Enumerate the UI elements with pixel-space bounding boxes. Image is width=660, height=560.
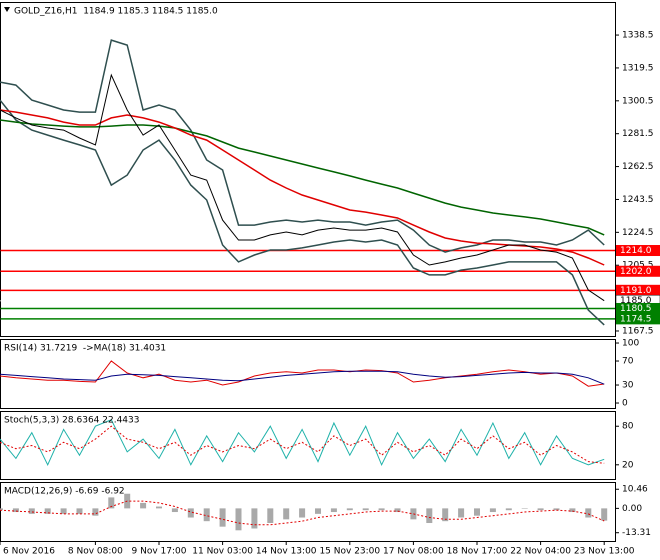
panel-frame (0, 2, 616, 337)
series-line (0, 99, 605, 326)
y-tick-label: 1281.5 (622, 129, 654, 139)
histogram-bar (12, 508, 19, 513)
y-tick-label: 100 (622, 339, 639, 349)
y-tick-label: 0 (622, 399, 628, 409)
histogram-bar (601, 508, 608, 521)
x-tick-label: 11 Nov 03:00 (192, 547, 253, 557)
level-box (616, 245, 660, 257)
series-line (0, 39, 605, 253)
panel-frame (0, 482, 616, 542)
histogram-bar (76, 508, 83, 514)
panel-title: Stoch(5,3,3) 28.6364 22.4433 (4, 416, 139, 426)
panel-title: MACD(12,26,9) -6.69 -6.92 (4, 487, 125, 497)
y-tick-label: 80 (622, 422, 634, 432)
x-tick-label: 23 Nov 13:00 (574, 547, 635, 557)
histogram-bar (28, 508, 35, 514)
histogram-bar (394, 508, 401, 513)
level-label: 1185.0 (620, 296, 652, 306)
level-box (616, 302, 660, 314)
y-tick-label: 20 (622, 460, 634, 470)
panel-frame (0, 411, 616, 480)
histogram-bar (569, 508, 576, 513)
series-line (0, 73, 605, 302)
histogram-bar (171, 508, 178, 513)
x-tick-label: 17 Nov 08:00 (383, 547, 444, 557)
y-tick-label: 1243.5 (622, 195, 654, 205)
histogram-bar (235, 508, 242, 531)
series-line (0, 425, 605, 464)
series-line (0, 419, 605, 467)
level-label: 1174.5 (620, 314, 652, 324)
level-label: 1214.0 (620, 246, 652, 256)
histogram-bar (330, 508, 337, 513)
histogram-bar (585, 508, 592, 518)
series-line (0, 109, 605, 266)
histogram-bar (187, 508, 194, 518)
level-label: 1191.0 (620, 286, 652, 296)
series-line (0, 500, 605, 526)
histogram-bar (315, 508, 321, 514)
histogram-bar (474, 508, 480, 516)
histogram-bar (156, 506, 162, 509)
x-tick-label: 14 Nov 13:00 (256, 547, 317, 557)
histogram-bar (426, 508, 433, 524)
level-box (616, 284, 660, 296)
histogram-bar (521, 508, 528, 509)
x-tick-label: 15 Nov 23:00 (319, 547, 380, 557)
y-tick-label: 0.00 (622, 504, 642, 514)
x-tick-label: 22 Nov 04:00 (510, 547, 571, 557)
x-tick-label: 8 Nov 08:00 (68, 547, 123, 557)
histogram-bar (378, 508, 385, 511)
y-tick-label: 10.46 (622, 485, 648, 495)
series-line (0, 119, 605, 236)
series-line (0, 360, 605, 387)
histogram-bar (505, 508, 512, 511)
histogram-bar (44, 508, 51, 514)
y-tick-label: 30 (622, 381, 634, 391)
series-line (0, 370, 605, 385)
histogram-bar (346, 508, 353, 511)
menu-arrow (4, 7, 10, 12)
x-tick-label: 9 Nov 17:00 (132, 547, 187, 557)
histogram-bar (458, 508, 465, 518)
y-tick-label: 1167.5 (622, 326, 654, 336)
histogram-bar (299, 508, 306, 518)
level-box (616, 313, 660, 325)
histogram-bar (251, 508, 258, 529)
histogram-bar (362, 508, 369, 511)
x-tick-label: 6 Nov 2016 (3, 547, 55, 557)
histogram-bar (92, 508, 99, 516)
panel-title: GOLD_Z16,H1 1184.9 1185.3 1184.5 1185.0 (14, 7, 218, 17)
histogram-bar (219, 508, 226, 527)
histogram-bar (553, 508, 560, 511)
x-tick-label: 18 Nov 17:00 (447, 547, 508, 557)
y-tick-label: 1319.5 (622, 63, 654, 73)
histogram-bar (537, 508, 544, 511)
level-label: 1180.5 (620, 304, 652, 314)
histogram-bar (203, 508, 210, 522)
histogram-bar (140, 502, 147, 509)
y-tick-label: 1338.5 (622, 31, 654, 41)
y-tick-label: -13.31 (622, 528, 651, 538)
histogram-bar (267, 508, 274, 524)
y-tick-label: 70 (622, 357, 634, 367)
y-tick-label: 1224.5 (622, 228, 654, 238)
histogram-bar (0, 508, 3, 511)
y-tick-label: 1262.5 (622, 162, 654, 172)
histogram-bar (60, 508, 67, 514)
y-tick-label: 1205.5 (622, 261, 654, 271)
panel-title: RSI(14) 31.7219 ->MA(18) 31.4031 (4, 344, 166, 354)
histogram-bar (489, 508, 496, 513)
histogram-bar (108, 497, 115, 509)
histogram-bar (442, 508, 449, 522)
level-label: 1202.0 (620, 267, 652, 277)
level-box (616, 265, 660, 277)
histogram-bar (283, 508, 290, 520)
y-tick-label: 1300.5 (622, 96, 654, 106)
